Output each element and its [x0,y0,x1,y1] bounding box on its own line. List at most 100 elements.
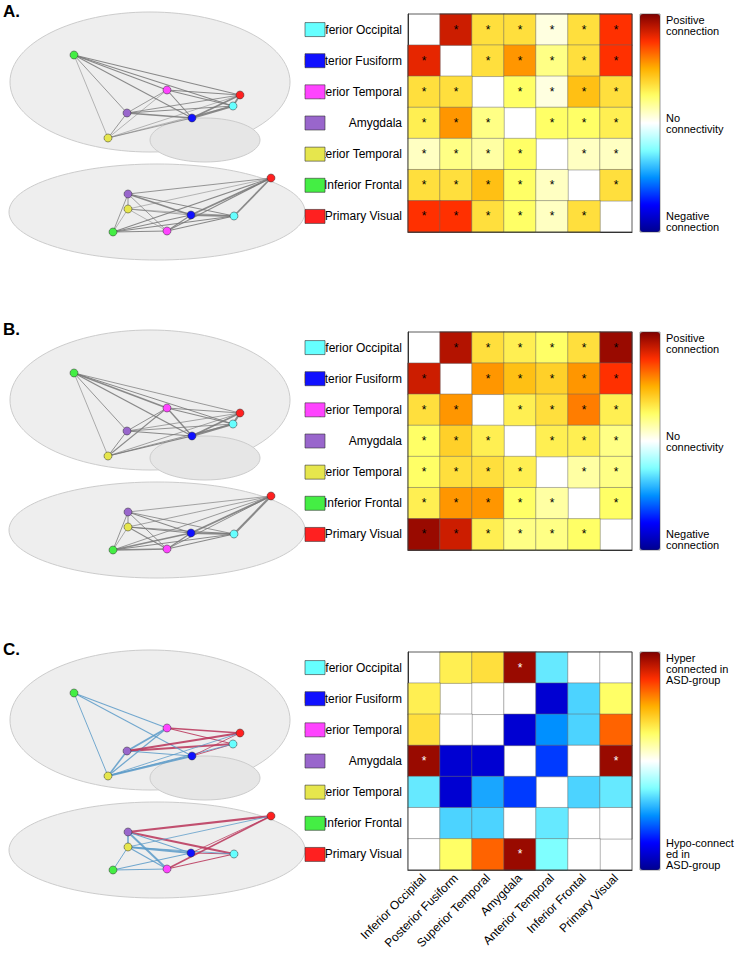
svg-text:Primary Visual: Primary Visual [325,209,402,223]
svg-text:*: * [550,434,555,448]
svg-text:*: * [454,465,459,479]
svg-text:*: * [550,209,555,223]
svg-text:*: * [614,403,619,417]
svg-text:*: * [550,527,555,541]
svg-text:*: * [518,23,523,37]
svg-text:*: * [422,527,427,541]
svg-text:*: * [486,147,491,161]
svg-text:*: * [582,434,587,448]
svg-text:*: * [614,23,619,37]
svg-text:*: * [614,147,619,161]
svg-text:*: * [614,496,619,510]
svg-text:*: * [550,85,555,99]
svg-text:*: * [454,209,459,223]
svg-text:*: * [422,147,427,161]
svg-text:*: * [486,434,491,448]
svg-text:*: * [582,403,587,417]
svg-text:*: * [550,23,555,37]
svg-text:*: * [518,341,523,355]
svg-text:*: * [486,341,491,355]
svg-text:connectivity: connectivity [666,441,724,453]
svg-text:*: * [422,403,427,417]
svg-text:*: * [582,465,587,479]
svg-text:*: * [454,23,459,37]
svg-text:Amygdala: Amygdala [349,116,403,130]
svg-text:*: * [454,341,459,355]
svg-text:*: * [518,527,523,541]
svg-text:*: * [486,178,491,192]
svg-text:*: * [422,85,427,99]
svg-text:*: * [454,178,459,192]
svg-text:*: * [518,403,523,417]
svg-text:*: * [518,85,523,99]
svg-text:Inferior Occipital: Inferior Occipital [315,23,402,37]
svg-text:*: * [582,209,587,223]
svg-text:*: * [486,465,491,479]
svg-text:*: * [454,527,459,541]
svg-text:*: * [422,209,427,223]
svg-text:Inferior Occipital: Inferior Occipital [315,661,402,675]
svg-text:*: * [550,54,555,68]
svg-text:connection: connection [666,25,719,37]
svg-text:*: * [486,116,491,130]
svg-text:Posterior Fusiform: Posterior Fusiform [304,692,402,706]
svg-text:*: * [454,147,459,161]
svg-text:Primary Visual: Primary Visual [557,871,621,935]
svg-text:*: * [518,661,523,675]
svg-text:*: * [550,403,555,417]
svg-text:*: * [518,847,523,861]
svg-text:*: * [550,372,555,386]
svg-text:*: * [518,147,523,161]
svg-text:*: * [582,85,587,99]
svg-text:*: * [518,178,523,192]
svg-text:*: * [550,341,555,355]
svg-text:*: * [486,209,491,223]
svg-text:*: * [486,496,491,510]
svg-text:*: * [422,54,427,68]
svg-text:*: * [550,116,555,130]
svg-text:connection: connection [666,221,719,233]
svg-text:*: * [582,23,587,37]
svg-text:Posterior Fusiform: Posterior Fusiform [304,54,402,68]
svg-text:Amygdala: Amygdala [349,754,403,768]
svg-text:*: * [614,754,619,768]
svg-text:Inferior Frontal: Inferior Frontal [324,496,402,510]
svg-text:A.: A. [3,2,20,21]
svg-text:*: * [614,54,619,68]
svg-text:*: * [582,372,587,386]
svg-text:*: * [582,54,587,68]
svg-text:*: * [550,178,555,192]
svg-text:*: * [518,54,523,68]
svg-text:Primary Visual: Primary Visual [325,527,402,541]
svg-text:*: * [454,434,459,448]
svg-text:*: * [486,23,491,37]
svg-text:*: * [486,527,491,541]
svg-text:*: * [518,372,523,386]
svg-text:Amygdala: Amygdala [349,434,403,448]
svg-text:*: * [614,465,619,479]
svg-text:B.: B. [3,320,20,339]
svg-text:*: * [582,147,587,161]
svg-text:*: * [486,54,491,68]
svg-text:*: * [582,527,587,541]
svg-text:Superior Temporal: Superior Temporal [304,403,402,417]
svg-text:Posterior Fusiform: Posterior Fusiform [304,372,402,386]
svg-text:*: * [422,465,427,479]
svg-text:*: * [582,116,587,130]
svg-text:*: * [614,341,619,355]
svg-text:*: * [422,116,427,130]
svg-text:*: * [614,178,619,192]
svg-text:*: * [454,116,459,130]
svg-text:*: * [614,116,619,130]
svg-text:*: * [422,754,427,768]
svg-text:*: * [614,85,619,99]
svg-text:*: * [550,496,555,510]
svg-text:connectivity: connectivity [666,123,724,135]
svg-text:C.: C. [3,640,20,659]
svg-text:ASD-group: ASD-group [666,859,720,871]
svg-text:Superior Temporal: Superior Temporal [304,85,402,99]
svg-text:Primary Visual: Primary Visual [325,847,402,861]
svg-text:*: * [486,372,491,386]
svg-text:*: * [614,372,619,386]
svg-text:*: * [454,496,459,510]
